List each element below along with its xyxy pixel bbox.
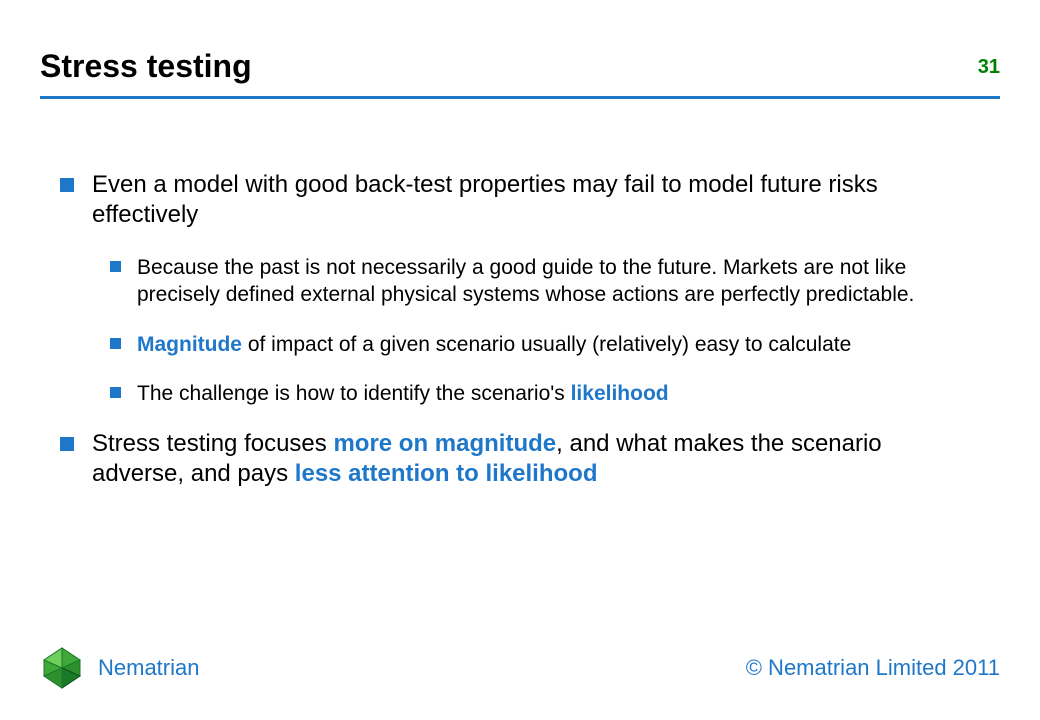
bullet-text: Stress testing focuses more on magnitude…	[92, 429, 980, 489]
bullet-level2: Magnitude of impact of a given scenario …	[110, 331, 980, 358]
plain-text: of impact of a given scenario usually (r…	[242, 333, 851, 356]
bullet-level1: Even a model with good back-test propert…	[60, 170, 980, 230]
bullet-square-icon	[60, 178, 74, 192]
slide-title: Stress testing	[40, 48, 1000, 85]
slide: Stress testing 31 Even a model with good…	[0, 0, 1040, 720]
header-rule	[40, 96, 1000, 99]
bullet-level1: Stress testing focuses more on magnitude…	[60, 429, 980, 489]
highlight-text: less attention to likelihood	[295, 460, 598, 487]
plain-text: The challenge is how to identify the sce…	[137, 382, 571, 405]
highlight-text: likelihood	[571, 382, 669, 405]
highlight-text: more on magnitude	[333, 430, 556, 457]
footer-copyright: © Nematrian Limited 2011	[746, 655, 1000, 681]
bullet-square-icon	[60, 437, 74, 451]
slide-footer: Nematrian © Nematrian Limited 2011	[40, 646, 1000, 690]
footer-brand: Nematrian	[98, 655, 199, 681]
bullet-text: The challenge is how to identify the sce…	[137, 380, 669, 407]
slide-header: Stress testing 31	[40, 48, 1000, 85]
plain-text: Stress testing focuses	[92, 430, 333, 457]
bullet-text: Because the past is not necessarily a go…	[137, 254, 980, 309]
bullet-square-icon	[110, 387, 121, 398]
bullet-square-icon	[110, 261, 121, 272]
footer-left: Nematrian	[40, 646, 199, 690]
bullet-text: Magnitude of impact of a given scenario …	[137, 331, 851, 358]
bullet-level2: Because the past is not necessarily a go…	[110, 254, 980, 309]
slide-content: Even a model with good back-test propert…	[60, 170, 980, 513]
highlight-text: Magnitude	[137, 333, 242, 356]
bullet-text: Even a model with good back-test propert…	[92, 170, 980, 230]
page-number: 31	[978, 56, 1000, 79]
bullet-square-icon	[110, 338, 121, 349]
bullet-level2: The challenge is how to identify the sce…	[110, 380, 980, 407]
nematrian-logo-icon	[40, 646, 84, 690]
